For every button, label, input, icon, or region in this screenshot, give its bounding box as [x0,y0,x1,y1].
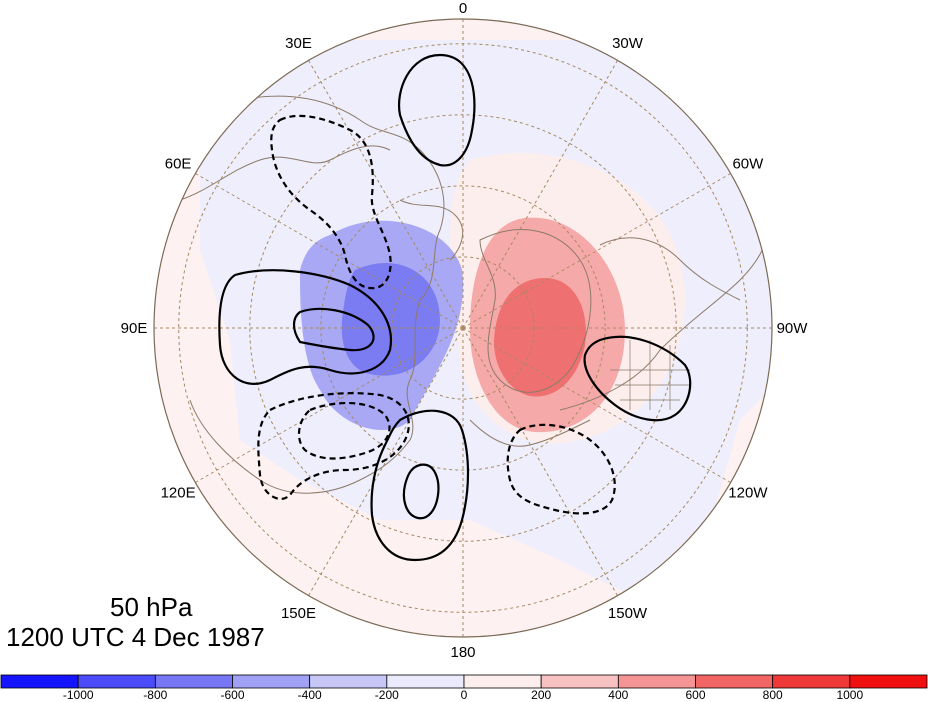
colorbar-bin-2 [154,674,233,689]
colorbar-tick-label: 800 [763,688,783,702]
eurasia-coast [189,95,445,494]
dashed-contour-southwest-outer [257,392,410,500]
lon-label-120w: 120W [728,485,768,502]
colorbar-bin-3 [232,674,311,689]
colorbar-bin-4 [309,674,388,689]
dashed-contour-northwest [270,114,392,290]
graticule [154,19,772,637]
colorbar-tick-label: 0 [461,688,468,702]
colorbar-bin-5 [386,674,465,689]
coastlines [179,95,769,494]
lon-label-150w: 150W [608,605,648,622]
solid-contour-west-inner [292,307,375,352]
colorbar-bin-8 [617,674,696,689]
colorbar-tick-label: 1000 [836,688,863,702]
colorbar-tick-label: 400 [608,688,628,702]
colorbar-bin-7 [540,674,619,689]
colorbar-tick-label: 600 [685,688,705,702]
lon-label-90e: 90E [121,320,148,337]
latitude-circle-2 [320,185,606,471]
lon-label-90w: 90W [777,320,809,337]
solid-contour-east [583,335,692,422]
dashed-contour-southeast [506,423,616,515]
latitude-circle-1 [391,256,535,400]
us-grid [610,340,690,410]
solid-contour-south-inner [402,463,440,520]
lon-label-30w: 30W [612,35,644,52]
positive-400-region [494,278,586,397]
longitude-labels: 0 30W 60W 90W 120W 150W 180 150E 120E 90E 60E 30E [121,0,809,661]
colorbar-bin-10 [772,674,851,689]
valid-time-caption: 1200 UTC 4 Dec 1987 [6,622,265,652]
greenland-coast [479,229,592,393]
shaded-field [154,19,772,637]
colorbar-tick-label: -800 [143,688,167,702]
solid-contour-south-outer [370,409,470,562]
canada-coast [599,237,741,301]
colorbar-bin-11 [849,674,928,689]
map-boundary [153,18,773,638]
lon-label-60e: 60E [165,156,192,173]
lon-label-0: 0 [459,0,467,17]
colorbar-tick-label: -1000 [63,688,94,702]
lon-label-180: 180 [450,644,475,661]
colorbar-tick-label: -200 [375,688,399,702]
colorbar-tick-label: 200 [531,688,551,702]
north-america-coast [559,219,769,411]
colorbar-bin-9 [695,674,774,689]
pressure-level-caption: 50 hPa [110,592,193,622]
colorbar-tick-label: -400 [298,688,322,702]
scandinavia-coast [399,199,464,261]
colorbar: -1000 -800 -600 -400 -200 0 200 400 600 800 1000 [0,674,928,702]
solid-contour-west-outer [218,269,393,385]
solid-contour-north [397,53,476,167]
colorbar-bin-6 [463,674,542,689]
dashed-contour-southwest-inner [297,402,391,460]
lon-label-120e: 120E [161,485,196,502]
colorbar-bin-1 [77,674,156,689]
lon-label-150e: 150E [281,605,316,622]
latitude-circle-3 [249,114,677,542]
lon-label-30e: 30E [285,35,312,52]
colorbar-bin-0 [0,674,79,689]
lon-label-60w: 60W [732,156,764,173]
europe-coast [179,145,391,201]
colorbar-tick-label: -600 [220,688,244,702]
contours [218,53,692,562]
